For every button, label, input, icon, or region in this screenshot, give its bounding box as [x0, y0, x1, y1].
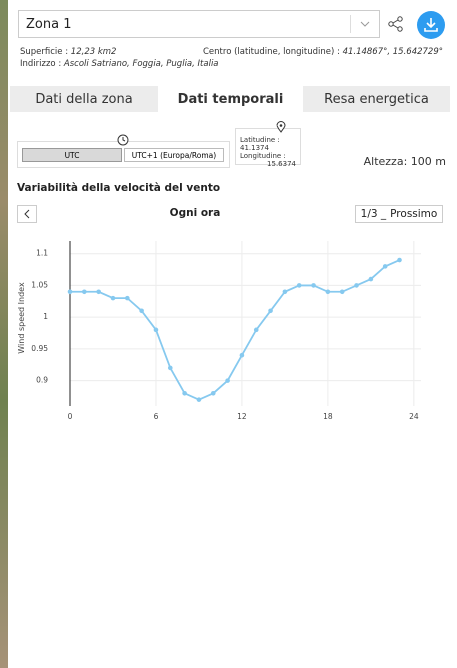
data-point: [68, 289, 73, 294]
data-point: [225, 378, 230, 383]
x-tick-label: 6: [154, 412, 159, 421]
data-point: [383, 264, 388, 269]
label: Superficie :: [20, 47, 68, 57]
label: Indirizzo :: [20, 59, 61, 69]
map-strip: [0, 0, 8, 668]
tab-active[interactable]: Dati temporali: [158, 86, 303, 112]
y-axis-label: Wind speed Index: [17, 282, 26, 354]
lat-label: Latitudine :: [240, 136, 280, 144]
data-point: [397, 258, 402, 263]
data-point: [268, 309, 273, 314]
data-point: [125, 296, 130, 301]
next-label: Prossimo: [390, 208, 437, 220]
zone-name: Zona 1: [26, 17, 71, 32]
y-tick-label: 0.9: [36, 376, 48, 385]
y-tick-label: 1.05: [31, 280, 48, 289]
chart: Wind speed Index 0.9 0.95 1 1.05 1.1 0 6 12 18 24: [8, 235, 452, 430]
utc1-option[interactable]: UTC+1 (Europa/Roma): [124, 148, 224, 162]
data-point: [297, 283, 302, 288]
page-count: 1/3 _: [361, 208, 387, 220]
divider: [350, 15, 351, 33]
y-tick-label: 1.1: [36, 249, 48, 258]
prev-icon: [18, 206, 36, 222]
data-point: [168, 366, 173, 371]
data-point: [82, 289, 87, 294]
series-line: [70, 260, 400, 400]
value: 12,23 km2: [71, 47, 117, 57]
chevron: [360, 21, 370, 28]
data-point: [211, 391, 216, 396]
data-point: [139, 309, 144, 314]
location-box: Latitudine : 41.1374 Longitudine : 15.63…: [235, 128, 301, 165]
section-title: Variabilità della velocità del vento: [17, 182, 220, 194]
value: Ascoli Satriano, Foggia, Puglia, Italia: [64, 59, 219, 69]
clock-icon: [117, 134, 129, 146]
data-point: [340, 289, 345, 294]
data-point: [96, 289, 101, 294]
data-point: [254, 328, 259, 333]
prev-button[interactable]: [17, 205, 37, 223]
label: Centro (latitudine, longitudine) :: [203, 47, 340, 57]
tab[interactable]: Resa energetica: [303, 86, 450, 112]
data-point: [240, 353, 245, 358]
data-point: [111, 296, 116, 301]
data-point: [182, 391, 187, 396]
lon-label: Longitudine :: [240, 152, 296, 160]
x-tick-label: 18: [323, 412, 333, 421]
page: Zona 1 Superficie : 12,23 km2 Centro (la…: [0, 0, 457, 668]
x-tick-label: 24: [409, 412, 419, 421]
data-point: [197, 397, 202, 402]
value: 41.14867°, 15.642729°: [343, 47, 443, 57]
data-point: [354, 283, 359, 288]
lat-value: 41.1374: [240, 144, 269, 152]
lon-value: 15.6374: [240, 160, 296, 168]
data-point: [369, 277, 374, 282]
share-icon[interactable]: [388, 16, 404, 32]
center: Centro (latitudine, longitudine) : 41.14…: [203, 47, 443, 57]
data-point: [283, 289, 288, 294]
tab[interactable]: Dati della zona: [10, 86, 158, 112]
data-point: [326, 289, 331, 294]
address: Indirizzo : Ascoli Satriano, Foggia, Pug…: [20, 59, 219, 69]
x-tick-label: 0: [68, 412, 73, 421]
area: Superficie : 12,23 km2: [20, 47, 116, 57]
period: Ogni ora: [150, 207, 240, 219]
utc-option[interactable]: UTC: [22, 148, 122, 162]
height: Altezza: 100 m: [364, 155, 446, 168]
y-tick-label: 0.95: [31, 344, 48, 353]
next-button[interactable]: 1/3 _Prossimo: [355, 205, 443, 223]
x-tick-label: 12: [237, 412, 247, 421]
zone-select[interactable]: Zona 1: [18, 10, 380, 38]
y-tick-label: 1: [43, 312, 48, 321]
data-point: [154, 328, 159, 333]
data-point: [311, 283, 316, 288]
download-button[interactable]: [416, 10, 446, 40]
pin-icon: [276, 121, 286, 133]
